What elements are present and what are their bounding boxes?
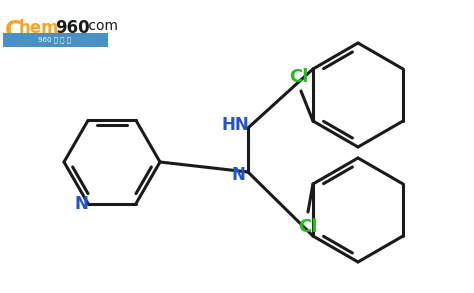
- Text: 960: 960: [55, 19, 90, 37]
- Text: .com: .com: [85, 19, 119, 33]
- Bar: [3, 33, 108, 47]
- Text: C: C: [5, 19, 22, 43]
- Text: N: N: [231, 166, 245, 184]
- Text: Cl: Cl: [289, 68, 309, 86]
- Text: N: N: [74, 195, 88, 212]
- Text: Cl: Cl: [298, 218, 318, 236]
- Text: hem: hem: [19, 19, 60, 37]
- Text: 960 化 工 网: 960 化 工 网: [38, 37, 72, 43]
- Text: HN: HN: [221, 116, 249, 134]
